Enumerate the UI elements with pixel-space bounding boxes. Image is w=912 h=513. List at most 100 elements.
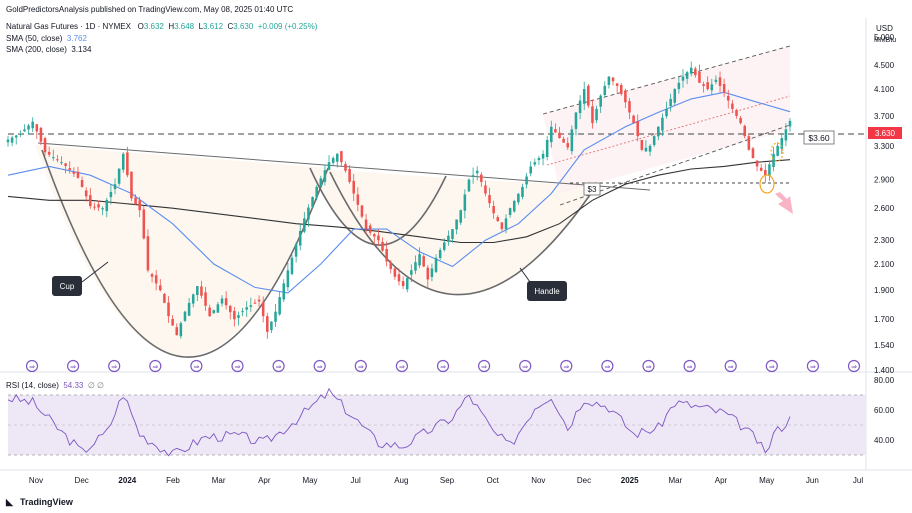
handle-text: Handle [534,287,560,296]
candle-body [187,302,191,316]
event-marker-icon[interactable]: ⇒ [683,359,696,373]
candle-body [154,275,158,284]
tradingview-footer[interactable]: ◣ TradingView [6,497,73,507]
event-marker-icon[interactable]: ⇒ [519,359,532,373]
candle-body [344,163,347,171]
candle-body [599,95,602,107]
time-tick-label: Jul [853,476,863,485]
price-tick-label: 2.100 [874,260,895,269]
event-markers[interactable]: ⇒ ⇒ ⇒ ⇒ ⇒ ⇒ ⇒ ⇒ ⇒ ⇒ ⇒ ⇒ ⇒ ⇒ ⇒ ⇒ ⇒ ⇒ ⇒ ⇒ ⇒ [25,359,861,373]
candle-body [689,67,693,74]
candle-body [266,316,269,332]
candle-body [780,138,784,149]
sma50-legend[interactable]: SMA (50, close) 3.762 [6,34,87,44]
candle-body [385,249,388,262]
candle-body [657,126,660,137]
sma200-legend[interactable]: SMA (200, close) 3.134 [6,45,91,55]
candle-body [80,180,84,187]
time-tick-label: Oct [486,476,499,485]
candle-body [10,137,14,143]
rsi-axis[interactable]: 80.00 60.00 40.00 [874,376,895,445]
event-marker-icon[interactable]: ⇒ [66,359,80,373]
candle-body [60,162,63,164]
unit-label: MMBtu [874,37,897,44]
rsi-tick-label: 60.00 [874,406,895,415]
time-tick-label: Dec [577,476,591,485]
time-tick-label: 2025 [621,476,639,485]
candle-body [566,143,570,148]
event-marker-icon[interactable]: ⇒ [313,359,326,373]
event-marker-icon[interactable]: ⇒ [765,359,778,373]
candle-body [562,138,565,143]
candle-body [582,89,586,104]
candle-body [459,210,463,223]
event-marker-icon[interactable]: ⇒ [149,359,162,373]
sma200-path [7,159,791,244]
candle-body [743,125,747,137]
candle-body [352,180,356,194]
svg-text:⇒: ⇒ [769,364,775,371]
candle-body [438,250,442,258]
candle-body [624,90,627,103]
candle-body [228,305,232,313]
event-marker-icon[interactable]: ⇒ [395,359,408,373]
svg-text:⇒: ⇒ [276,364,282,371]
candle-body [632,115,635,124]
candle-body [368,225,372,233]
svg-text:⇒: ⇒ [563,364,569,371]
currency-label: USD [876,24,893,33]
price-tick-label: 1.400 [874,366,895,375]
candle-body [640,140,644,150]
candle-body [303,218,306,232]
event-marker-icon[interactable]: ⇒ [642,359,655,373]
price-axis[interactable]: 1.400 1.540 1.700 1.900 2.100 2.300 2.600 2.900… [874,33,895,375]
event-marker-icon[interactable]: ⇒ [231,359,244,373]
event-marker-icon[interactable]: ⇒ [560,359,573,373]
time-axis[interactable]: Nov Dec 2024 Feb Mar Apr May Jul Aug Sep Oct Nov Dec… [29,476,863,485]
svg-text:⇒: ⇒ [29,364,35,371]
event-marker-icon[interactable]: ⇒ [601,359,614,373]
event-marker-icon[interactable]: ⇒ [25,359,39,373]
svg-text:⇒: ⇒ [317,364,323,371]
event-marker-icon[interactable]: ⇒ [436,359,450,373]
candle-body [76,171,80,178]
candle-body [706,82,709,90]
candle-body [628,101,631,113]
event-marker-icon[interactable]: ⇒ [272,359,285,373]
candle-body [587,85,590,106]
svg-text:⇒: ⇒ [646,364,652,371]
candle-body [56,159,59,161]
candle-body [179,323,183,337]
rsi-legend[interactable]: RSI (14, close) 54.33 ∅ ∅ [6,381,104,391]
candle-body [755,160,759,167]
candle-body [591,106,594,124]
candle-body [89,195,92,207]
event-marker-icon[interactable]: ⇒ [190,359,203,373]
cup-text: Cup [60,282,75,291]
candle-body [702,84,705,86]
candle-body [529,166,532,174]
svg-text:⇒: ⇒ [235,364,241,371]
event-marker-icon[interactable]: ⇒ [108,359,121,373]
candle-body [694,68,697,76]
rsi-path [7,387,791,457]
event-marker-icon[interactable]: ⇒ [847,359,861,373]
sma50-label: SMA (50, close) [6,34,63,43]
time-tick-label: Mar [668,476,682,485]
event-marker-icon[interactable]: ⇒ [806,359,820,373]
time-tick-label: Apr [715,476,728,485]
candle-body [442,242,446,250]
candle-body [146,236,150,271]
time-tick-label: Jun [806,476,819,485]
candle-body [685,72,689,79]
symbol-title: Natural Gas Futures · 1D · NYMEX [6,22,131,31]
candle-body [607,76,611,85]
sma200-line [7,159,791,244]
event-marker-icon[interactable]: ⇒ [354,359,367,373]
sma50-value: 3.762 [66,34,87,43]
event-marker-icon[interactable]: ⇒ [724,359,737,373]
event-marker-icon[interactable]: ⇒ [478,359,491,373]
candle-body [216,304,220,313]
svg-text:⇒: ⇒ [70,364,76,371]
